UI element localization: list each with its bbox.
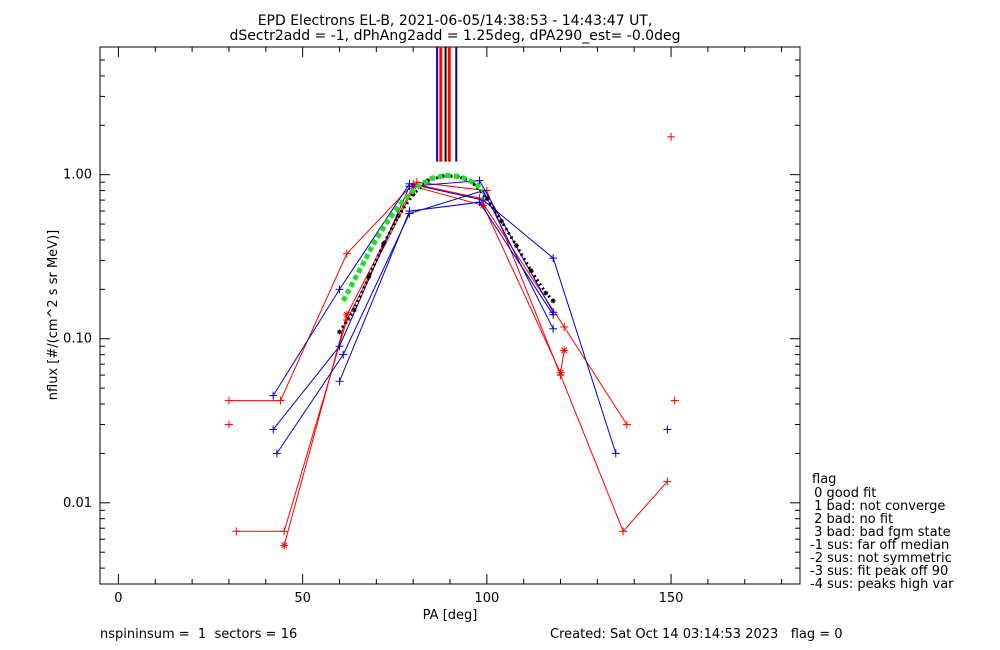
legend-entry: 2 bad: no fit xyxy=(810,512,893,527)
data-point xyxy=(611,449,620,458)
series xyxy=(232,178,672,536)
series-group xyxy=(224,132,679,550)
data-point xyxy=(335,285,344,294)
y-tick-label: 0.01 xyxy=(63,496,92,511)
data-point xyxy=(484,195,490,201)
legend-entry: -1 sus: far off median xyxy=(810,538,949,553)
footer-right: Created: Sat Oct 14 03:14:53 2023 flag =… xyxy=(550,627,843,642)
series xyxy=(663,425,672,434)
data-point xyxy=(339,350,348,359)
data-point xyxy=(543,290,549,296)
legend-entry: -4 sus: peaks high var xyxy=(810,577,954,592)
axes: 0 50 100 150 0.01 0.10 1.00 xyxy=(63,46,800,606)
data-point xyxy=(269,391,278,400)
chart-title: EPD Electrons EL-B, 2021-06-05/14:38:53 … xyxy=(258,13,653,29)
data-point xyxy=(232,527,241,536)
legend-entry: 3 bad: bad fgm state xyxy=(810,525,951,540)
data-point xyxy=(670,396,679,405)
series xyxy=(269,179,620,458)
y-tick-label: 1.00 xyxy=(63,168,92,183)
series xyxy=(224,179,631,429)
legend-entry: -3 sus: fit peak off 90 xyxy=(810,564,948,579)
data-point xyxy=(351,307,357,313)
series xyxy=(336,173,556,335)
chart-subtitle: dSectr2add = -1, dPhAng2add = 1.25deg, d… xyxy=(230,28,681,44)
data-point xyxy=(549,310,558,319)
data-point xyxy=(336,329,342,335)
y-tick-label: 0.10 xyxy=(63,332,92,347)
data-point xyxy=(479,196,488,205)
y-axis-label: nflux [#/(cm^2 s sr MeV)] xyxy=(46,230,61,400)
legend: flag 0 good fit 1 bad: not converge 2 ba… xyxy=(810,472,954,592)
x-tick-label: 50 xyxy=(294,591,311,606)
data-point xyxy=(663,477,672,486)
legend-entry: 1 bad: not converge xyxy=(810,499,945,514)
series-line xyxy=(283,185,565,546)
vertical-lines xyxy=(436,47,458,162)
series-line xyxy=(228,183,628,425)
data-point xyxy=(560,322,569,331)
series xyxy=(224,132,679,429)
series-line xyxy=(339,201,554,382)
footer-left: nspininsum = 1 sectors = 16 xyxy=(100,627,297,642)
x-axis-label: PA [deg] xyxy=(423,608,478,623)
series-line xyxy=(272,183,617,454)
series xyxy=(335,198,558,386)
series-line xyxy=(236,181,668,533)
data-point xyxy=(342,310,351,319)
legend-entry: -2 sus: not symmetric xyxy=(810,551,952,566)
data-point xyxy=(560,346,569,355)
data-point xyxy=(550,298,556,304)
data-point xyxy=(556,368,565,377)
data-point xyxy=(663,425,672,434)
data-point xyxy=(335,342,344,351)
series xyxy=(269,176,558,434)
data-point xyxy=(224,420,233,429)
data-point xyxy=(276,396,285,405)
series-line xyxy=(272,180,554,430)
data-point xyxy=(269,425,278,434)
data-point xyxy=(272,449,281,458)
data-point xyxy=(280,541,289,550)
data-point xyxy=(366,273,372,279)
data-point xyxy=(549,254,558,263)
series-line xyxy=(340,172,485,303)
data-point xyxy=(475,198,484,207)
data-point xyxy=(513,243,519,249)
series-line xyxy=(338,174,555,333)
data-point xyxy=(280,527,289,536)
data-point xyxy=(549,324,558,333)
legend-title: flag xyxy=(812,472,836,487)
data-point xyxy=(667,132,676,141)
data-point xyxy=(405,182,414,191)
series-line xyxy=(276,189,554,454)
data-point xyxy=(342,249,351,258)
data-point xyxy=(395,213,401,219)
data-point xyxy=(475,176,484,185)
series xyxy=(340,172,485,303)
data-point xyxy=(528,268,534,274)
data-point xyxy=(335,377,344,386)
x-tick-label: 0 xyxy=(114,591,122,606)
x-tick-label: 100 xyxy=(474,591,499,606)
data-point xyxy=(619,527,628,536)
data-point xyxy=(224,396,233,405)
data-point xyxy=(405,207,414,216)
data-point xyxy=(622,420,631,429)
data-point xyxy=(499,218,505,224)
data-point xyxy=(381,241,387,247)
x-tick-label: 150 xyxy=(659,591,684,606)
legend-entry: 0 good fit xyxy=(810,486,876,501)
